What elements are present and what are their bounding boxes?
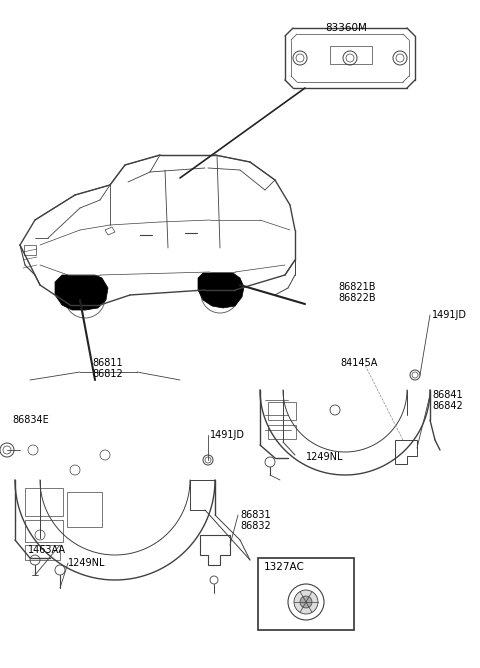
Bar [330,46,372,64]
Text: 86834E: 86834E [12,415,49,425]
Text: 86822B: 86822B [338,293,376,303]
Circle shape [300,596,312,608]
Text: 86812: 86812 [93,369,123,379]
Bar [24,245,36,255]
Text: 1249NL: 1249NL [68,558,106,568]
Text: 84145A: 84145A [340,358,377,368]
Text: 1491JD: 1491JD [210,430,245,440]
Text: 83360M: 83360M [325,23,367,33]
Bar [258,558,354,630]
Text: 86811: 86811 [93,358,123,368]
Bar [25,488,63,516]
Polygon shape [198,273,244,308]
Bar [25,520,63,542]
Bar [67,492,102,527]
Text: 1327AC: 1327AC [264,562,305,572]
Circle shape [294,590,318,614]
Text: 1491JD: 1491JD [432,310,467,320]
Bar [25,545,60,560]
Text: 1463AA: 1463AA [28,545,66,555]
Text: 86832: 86832 [240,521,271,531]
Text: 86841: 86841 [432,390,463,400]
Bar [268,425,296,439]
Text: 86842: 86842 [432,401,463,411]
Text: 86831: 86831 [240,510,271,520]
Text: 86821B: 86821B [338,282,375,292]
Text: 1249NL: 1249NL [306,452,344,462]
Polygon shape [55,275,108,310]
Bar [268,402,296,420]
